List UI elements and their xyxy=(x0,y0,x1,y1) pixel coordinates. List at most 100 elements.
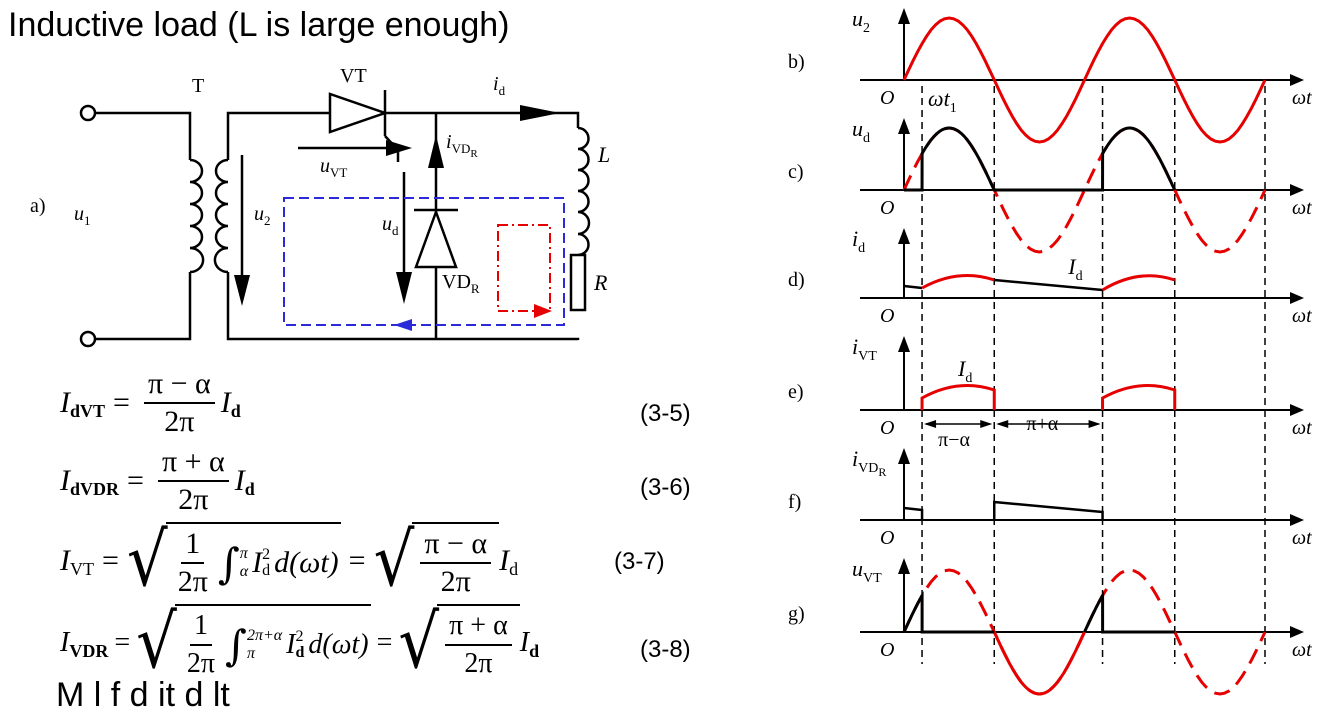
resistor-label: R xyxy=(593,270,608,295)
y-axis-arrow-3 xyxy=(898,336,910,352)
y-axis-arrow-2 xyxy=(898,228,910,244)
id-label: id xyxy=(493,73,506,98)
u2-arrow xyxy=(234,155,250,306)
secondary-winding xyxy=(213,158,229,274)
signal-label-4: iVDR xyxy=(852,446,886,479)
interval-arrowhead-1b xyxy=(980,420,993,428)
panel-label-1: c) xyxy=(788,161,804,183)
transformer-label: T xyxy=(192,75,204,97)
panel-label-3: e) xyxy=(788,381,804,403)
signal-label-2: id xyxy=(852,226,865,256)
panel-label-0: b) xyxy=(788,51,805,73)
ud-reference-dashed xyxy=(902,126,1267,254)
primary-wires xyxy=(95,111,192,341)
origin-label-2: O xyxy=(880,305,894,327)
equation-number-3-6: (3-6) xyxy=(640,474,691,501)
signal-label-0: u2 xyxy=(852,6,870,36)
interval-label-2: π+α xyxy=(1026,413,1058,435)
ivt-pulse-2 xyxy=(1101,384,1177,410)
signal-label-3: iVT xyxy=(852,334,877,364)
axis-label-4: ωt xyxy=(1292,527,1312,549)
x-axis-arrow-5 xyxy=(1290,626,1304,638)
signal-label-5: uVT xyxy=(852,556,882,586)
uvt-arrow xyxy=(298,140,412,156)
red-freewheel-loop xyxy=(497,224,552,318)
origin-label-4: O xyxy=(880,527,894,549)
page-title: Inductive load (L is large enough) xyxy=(8,6,510,44)
ud-waveform xyxy=(904,126,1177,192)
equation-number-3-7: (3-7) xyxy=(614,548,665,575)
panel-label-4: f) xyxy=(788,491,801,513)
input-terminal-bottom xyxy=(79,330,97,348)
ivdr-segment-2 xyxy=(993,500,1104,520)
ud-label: ud xyxy=(382,213,399,238)
ivdr-label: iVDR xyxy=(446,131,478,160)
input-terminal-top xyxy=(79,104,97,122)
ud-arrow xyxy=(396,172,412,304)
ivt-level-label: Id xyxy=(957,356,972,386)
origin-label-3: O xyxy=(880,417,894,439)
equation-number-3-8: (3-8) xyxy=(640,636,691,663)
primary-winding xyxy=(189,158,205,274)
panel-label-2: d) xyxy=(788,269,805,291)
equation-number-3-5: (3-5) xyxy=(640,400,691,427)
y-axis-arrow-5 xyxy=(898,558,910,574)
ivdr-arrow xyxy=(428,135,444,168)
uvt-label: uVT xyxy=(320,155,347,180)
diode-label: VDR xyxy=(442,271,480,296)
id-segment-2 xyxy=(921,274,995,290)
interval-arrowhead-1a xyxy=(924,420,937,428)
cut-off-footer-text: M l f d it d lt xyxy=(56,676,230,714)
x-axis-arrow-2 xyxy=(1290,292,1304,304)
x-axis-arrow-3 xyxy=(1290,404,1304,416)
thyristor-label: VT xyxy=(340,65,367,87)
ivdr-segment-1 xyxy=(903,506,924,520)
origin-label-5: O xyxy=(880,639,894,661)
interval-label-1: π−α xyxy=(938,429,970,451)
uvt-negative-half xyxy=(992,631,1086,696)
interval-arrowhead-2a xyxy=(996,420,1009,428)
x-axis-arrow-4 xyxy=(1290,514,1304,526)
x-axis-arrow-1 xyxy=(1290,184,1304,196)
blue-current-loop xyxy=(283,197,565,331)
origin-label-0: O xyxy=(880,87,894,109)
ivt-pulse-1 xyxy=(920,384,996,410)
u2-label: u2 xyxy=(254,203,271,228)
id-arrow xyxy=(520,105,560,121)
u2-sine xyxy=(902,16,1267,144)
firing-angle-label: ωt1 xyxy=(928,86,957,116)
circuit-diagram: a) u1 T VT id iVDR uVT u2 ud VDR L R xyxy=(30,65,610,348)
panel-label-a: a) xyxy=(30,195,46,217)
axis-label-5: ωt xyxy=(1292,639,1312,661)
uvt-reference-dashed xyxy=(902,568,1267,696)
id-segment-3 xyxy=(994,278,1103,292)
origin-label-1: O xyxy=(880,197,894,219)
id-segment-4 xyxy=(1101,274,1176,292)
y-axis-arrow-0 xyxy=(898,8,910,24)
x-axis-arrow-0 xyxy=(1290,74,1304,86)
inductor-label: L xyxy=(597,142,610,167)
interval-arrowhead-2b xyxy=(1088,420,1101,428)
axis-label-1: ωt xyxy=(1292,197,1312,219)
axis-label-3: ωt xyxy=(1292,417,1312,439)
resistor-r xyxy=(569,253,587,312)
diode-vdr xyxy=(414,208,458,269)
y-axis-arrow-4 xyxy=(898,448,910,464)
id-level-label: Id xyxy=(1067,254,1082,284)
y-axis-arrow-1 xyxy=(898,118,910,134)
axis-label-0: ωt xyxy=(1292,87,1312,109)
inductor-l xyxy=(577,126,591,257)
axis-label-2: ωt xyxy=(1292,305,1312,327)
secondary-wires xyxy=(226,111,580,341)
panel-label-5: g) xyxy=(788,603,805,625)
uvt-waveform xyxy=(902,591,1175,634)
signal-label-1: ud xyxy=(852,116,870,146)
thyristor-vt xyxy=(322,90,400,162)
id-segment-1 xyxy=(903,284,923,290)
